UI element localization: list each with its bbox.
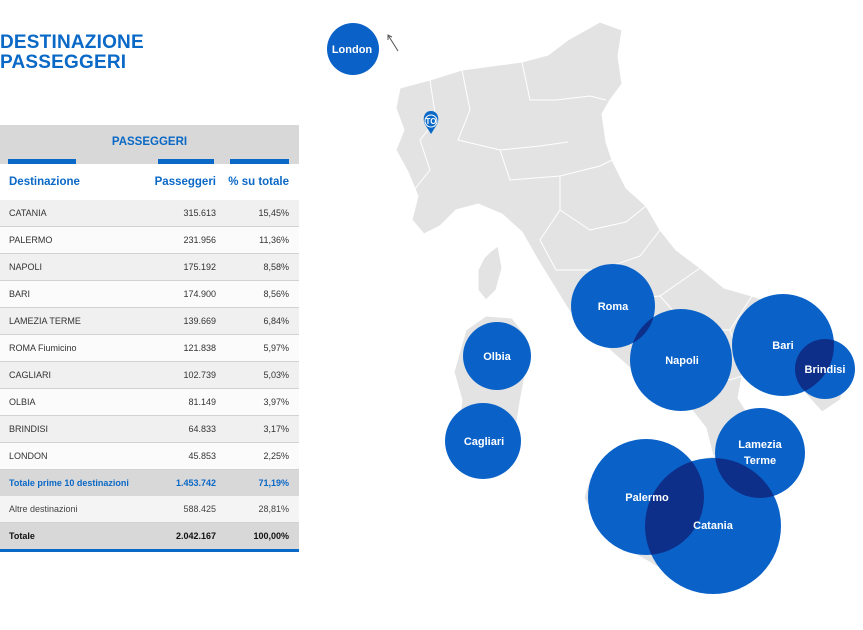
col-passengers-header: Passeggeri — [154, 176, 216, 188]
overlap-lamezia-catania — [715, 458, 781, 498]
table-row: PALERMO 231.956 11,36% — [0, 227, 299, 254]
table-row: OLBIA 81.149 3,97% — [0, 389, 299, 416]
table-row: BRINDISI 64.833 3,17% — [0, 416, 299, 443]
table-row: CAGLIARI 102.739 5,03% — [0, 362, 299, 389]
region-borders — [413, 61, 761, 411]
table-column-headers: Destinazione Passeggeri % su totale — [0, 164, 299, 200]
table-row: LONDON 45.853 2,25% — [0, 443, 299, 470]
overlap-bari-brindisi — [795, 339, 834, 396]
origin-pin-label: TO — [426, 117, 437, 126]
label-catania: Catania — [693, 520, 734, 532]
label-olbia: Olbia — [483, 351, 511, 363]
grand-total-row: Totale 2.042.167 100,00% — [0, 523, 299, 549]
table-row: LAMEZIA TERME 139.669 6,84% — [0, 308, 299, 335]
bubble-cagliari[interactable] — [445, 403, 521, 479]
overlap-palermo-catania — [645, 458, 704, 555]
table-row: NAPOLI 175.192 8,58% — [0, 254, 299, 281]
table-row: CATANIA 315.613 15,45% — [0, 200, 299, 227]
bubble-napoli[interactable] — [630, 309, 732, 411]
table-group-header: PASSEGGERI — [0, 125, 299, 159]
destination-bubbles — [327, 23, 855, 594]
col-destination-header: Destinazione — [9, 176, 80, 188]
label-lamezia-line2: Terme — [744, 455, 776, 467]
bubble-roma[interactable] — [571, 264, 655, 348]
bubble-labels: London Roma Napoli Bari Brindisi Olbia C… — [332, 44, 846, 532]
corsica — [477, 245, 503, 301]
label-roma: Roma — [598, 301, 629, 313]
origin-pin[interactable]: TO — [423, 111, 439, 134]
bubble-london[interactable] — [327, 23, 379, 75]
title-line-1: DESTINAZIONE — [0, 32, 144, 53]
label-napoli: Napoli — [665, 355, 699, 367]
label-cagliari: Cagliari — [464, 436, 504, 448]
total-underline — [0, 549, 299, 552]
london-arrow-icon — [387, 34, 399, 52]
page-title: DESTINAZIONE PASSEGGERI — [0, 33, 144, 73]
bubble-olbia[interactable] — [463, 322, 531, 390]
other-destinations-row: Altre destinazioni 588.425 28,81% — [0, 496, 299, 523]
table-row: ROMA Fiumicino 121.838 5,97% — [0, 335, 299, 362]
top10-total-row: Totale prime 10 destinazioni 1.453.742 7… — [0, 470, 299, 496]
table-row: BARI 174.900 8,56% — [0, 281, 299, 308]
label-brindisi: Brindisi — [805, 364, 846, 376]
title-line-2: PASSEGGERI — [0, 52, 127, 73]
col-percent-header: % su totale — [228, 176, 289, 188]
label-lamezia-line1: Lamezia — [738, 439, 782, 451]
label-london: London — [332, 44, 373, 56]
header-accent-bars — [0, 159, 299, 164]
label-palermo: Palermo — [625, 492, 669, 504]
label-bari: Bari — [772, 340, 793, 352]
passengers-table: PASSEGGERI Destinazione Passeggeri % su … — [0, 125, 299, 552]
